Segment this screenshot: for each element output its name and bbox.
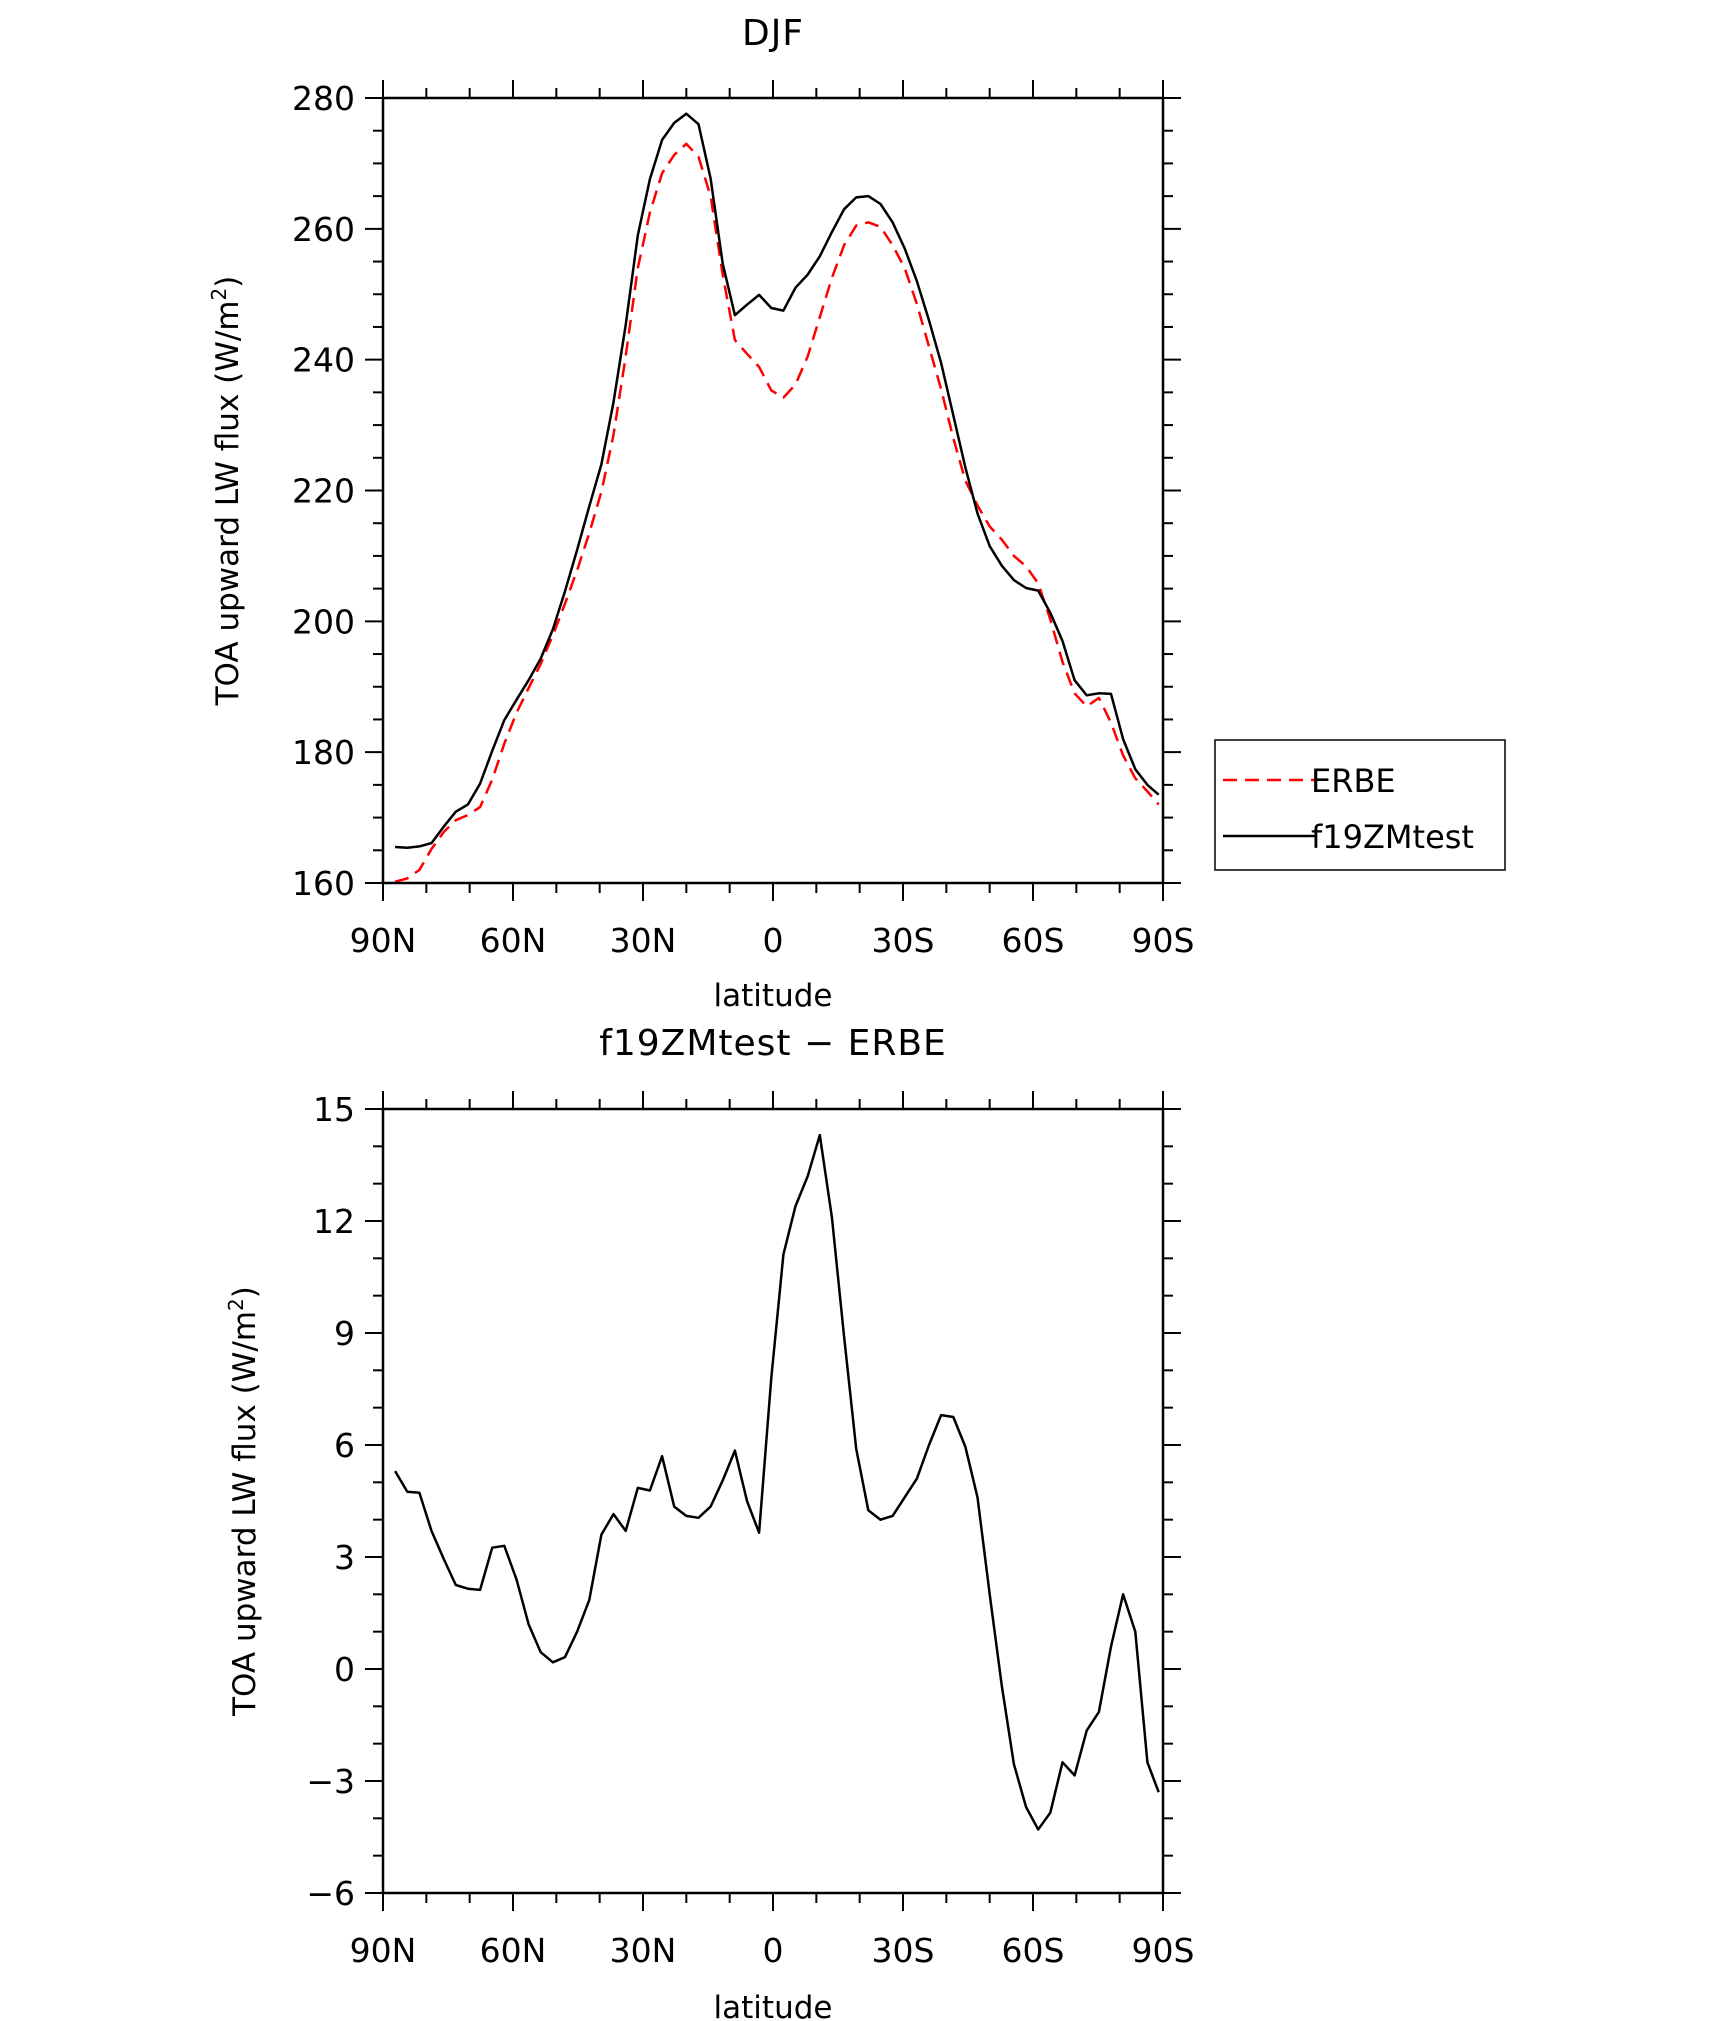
bottom-x-axis-label: latitude <box>714 1990 833 2021</box>
y-tick-label: −3 <box>306 1762 355 1801</box>
series-line-difference <box>394 1133 1160 1831</box>
y-tick-label: 9 <box>334 1314 355 1353</box>
series-line-f19zmtest <box>395 112 1160 849</box>
x-tick-label: 30S <box>872 1931 935 1970</box>
bottom-y-axis-label-main: TOA upward LW flux (W/m <box>227 1311 263 1717</box>
top-x-axis-label: latitude <box>714 978 833 1014</box>
legend-box <box>1214 739 1506 871</box>
y-tick-label: 3 <box>334 1538 355 1577</box>
y-tick-label: 160 <box>292 864 355 903</box>
bottom-panel-difference: f19ZMtest − ERBE −6 −3 0 3 6 9 12 15 90N 60N 30N 0 3… <box>224 1023 1194 2021</box>
y-tick-label: 12 <box>313 1202 355 1241</box>
y-tick-label: 220 <box>292 472 355 511</box>
x-tick-label: 60N <box>480 921 547 960</box>
y-tick-label: 280 <box>292 79 355 118</box>
x-tick-label: 30S <box>872 921 935 960</box>
x-tick-label: 90N <box>350 1931 417 1970</box>
top-panel-djf: DJF 160 180 200 220 240 260 280 90N 60N 30N 0 30S 60… <box>207 13 1506 1014</box>
x-tick-label: 90S <box>1132 921 1195 960</box>
y-tick-label: 260 <box>292 210 355 249</box>
x-tick-label: 60S <box>1002 1931 1065 1970</box>
bottom-y-axis-label-superscript: 2 <box>224 1298 248 1311</box>
y-tick-label: 15 <box>313 1090 355 1129</box>
top-axis-ticks: 160 180 200 220 240 260 280 90N 60N 30N 0 30S 60S 90S <box>292 79 1194 960</box>
x-tick-label: 30N <box>610 921 677 960</box>
y-tick-label: 0 <box>334 1650 355 1689</box>
top-y-axis-label: TOA upward LW flux (W/m2) <box>207 276 246 707</box>
top-plot-frame <box>381 96 1165 885</box>
x-tick-label: 90N <box>350 921 417 960</box>
y-tick-label: −6 <box>306 1874 355 1913</box>
series-line-erbe <box>394 142 1160 883</box>
top-y-axis-label-close: ) <box>210 276 246 288</box>
bottom-axis-ticks: −6 −3 0 3 6 9 12 15 90N 60N 30N 0 30S 60S 90S <box>306 1090 1194 1970</box>
legend: ERBE f19ZMtest <box>1214 739 1506 871</box>
top-panel-marks <box>394 112 1160 883</box>
bottom-y-axis-label-close: ) <box>227 1286 263 1298</box>
x-tick-label: 0 <box>763 921 784 960</box>
y-tick-label: 180 <box>292 733 355 772</box>
y-tick-label: 200 <box>292 602 355 641</box>
x-tick-label: 60N <box>480 1931 547 1970</box>
y-tick-label: 240 <box>292 341 355 380</box>
top-y-axis-label-main: TOA upward LW flux (W/m <box>210 300 246 706</box>
top-y-axis-label-superscript: 2 <box>207 288 231 301</box>
bottom-y-axis-label: TOA upward LW flux (W/m2) <box>224 1286 263 1717</box>
legend-label-f19zmtest: f19ZMtest <box>1311 818 1474 856</box>
x-tick-label: 30N <box>610 1931 677 1970</box>
chart-title-difference: f19ZMtest − ERBE <box>599 1023 947 1064</box>
x-tick-label: 0 <box>763 1931 784 1970</box>
x-tick-label: 60S <box>1002 921 1065 960</box>
x-tick-label: 90S <box>1132 1931 1195 1970</box>
bottom-panel-marks <box>394 1133 1160 1831</box>
legend-label-erbe: ERBE <box>1311 762 1396 800</box>
bottom-plot-frame <box>381 1107 1165 1895</box>
y-tick-label: 6 <box>334 1426 355 1465</box>
chart-title-djf: DJF <box>742 13 804 54</box>
